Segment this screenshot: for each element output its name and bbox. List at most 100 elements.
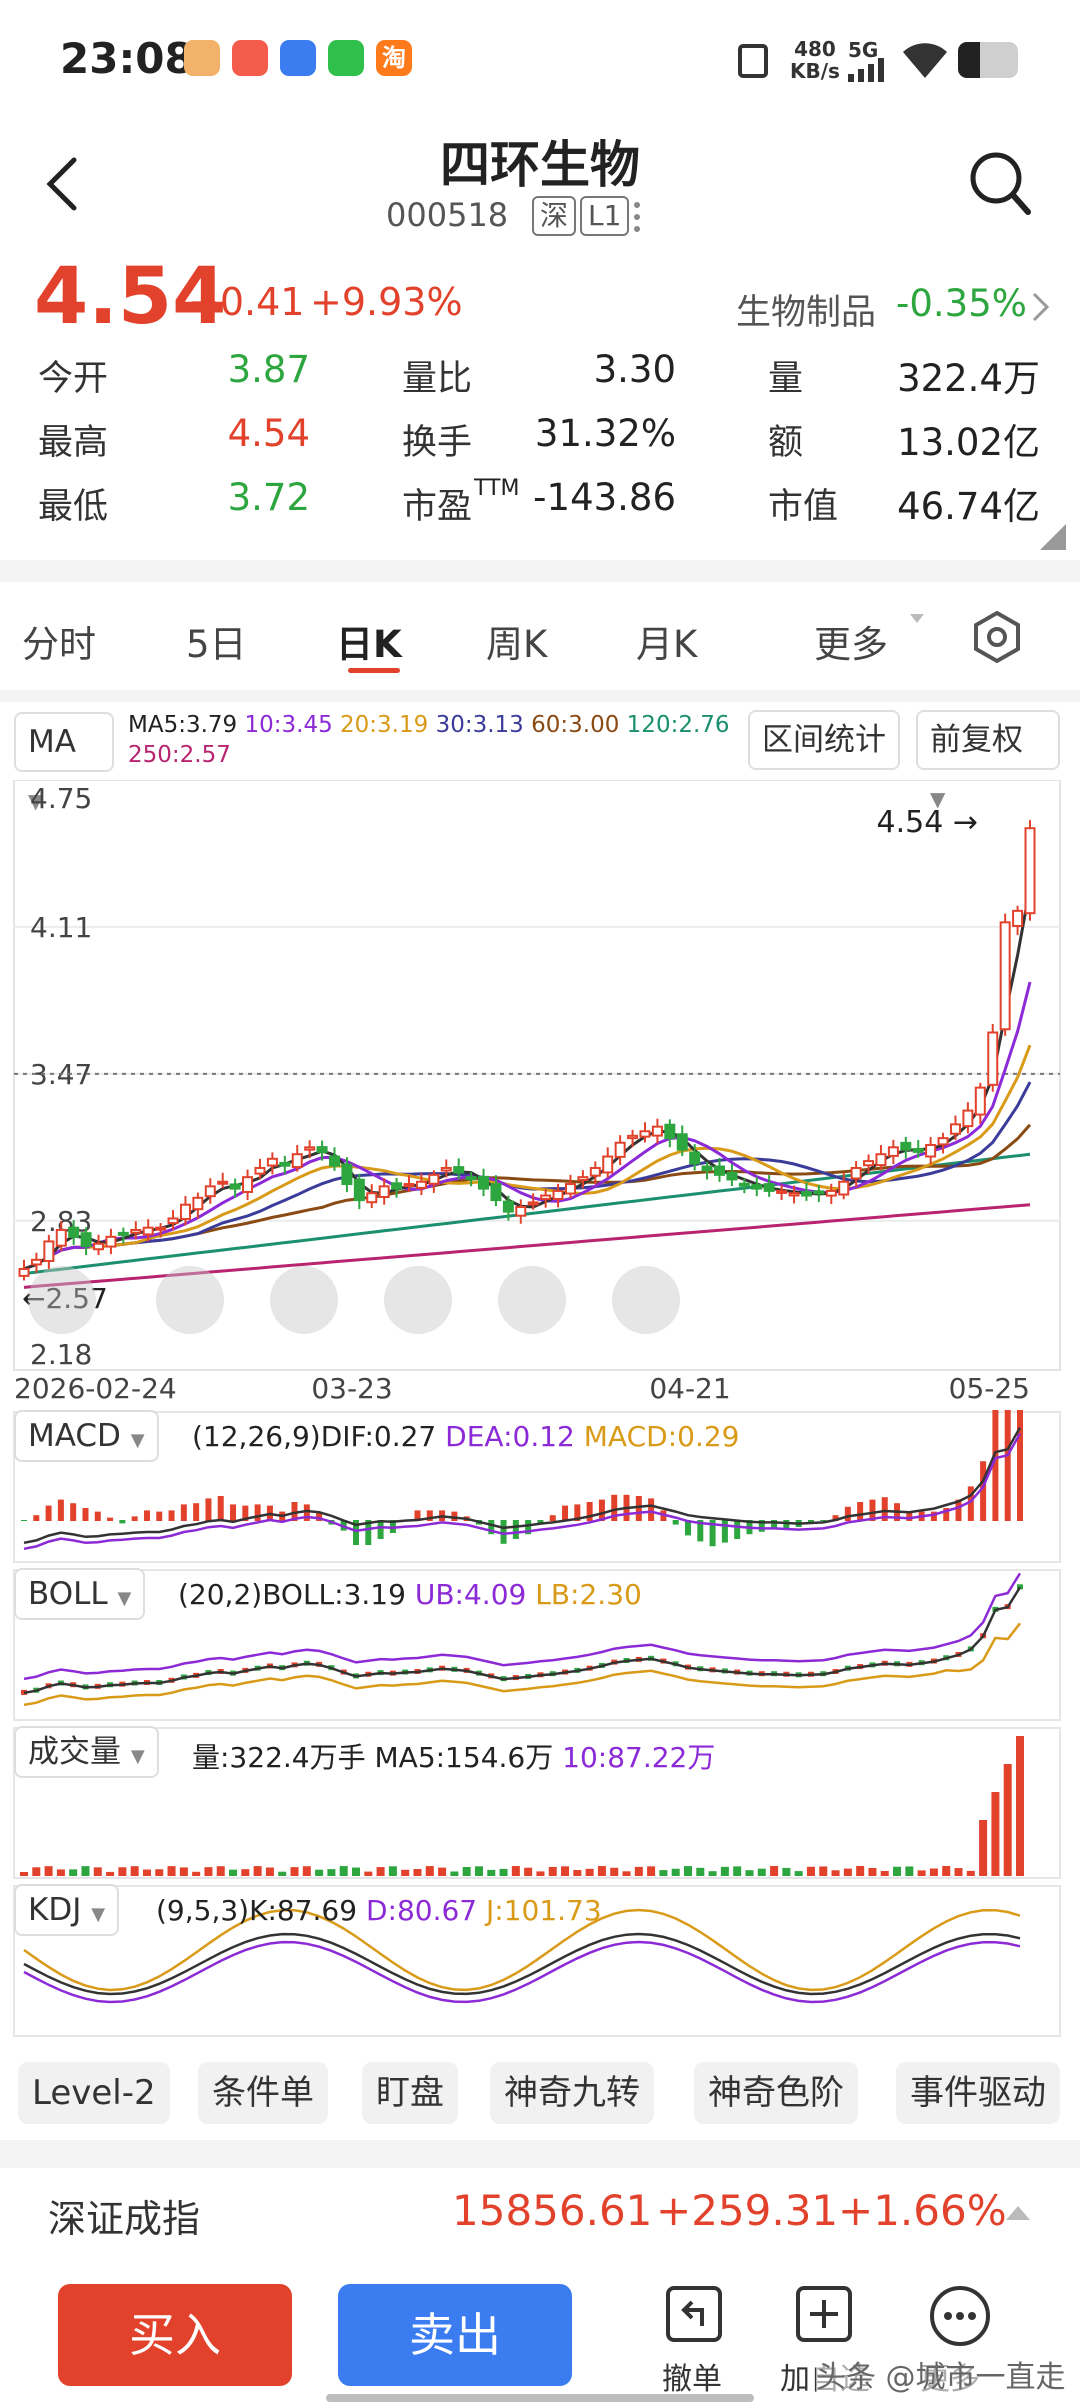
caret-down-icon: ▼ [91, 1904, 106, 1925]
macd-bar [734, 1520, 741, 1539]
candle-body [589, 1166, 601, 1177]
chart-control-button[interactable] [498, 1266, 566, 1334]
level-tag[interactable]: L1 [580, 196, 630, 236]
tab-3[interactable]: 周K [486, 623, 548, 666]
index-change-pct[interactable]: +1.66% [838, 2186, 1007, 2235]
tool-chip-4[interactable]: 神奇色阶 [694, 2062, 858, 2124]
tool-chip-3[interactable]: 神奇九转 [490, 2062, 654, 2124]
macd-bar [820, 1520, 827, 1521]
ma10-line [23, 981, 1032, 1271]
index-value[interactable]: 15856.61 [452, 2186, 653, 2235]
macd-selector[interactable]: MACD ▼ [14, 1410, 159, 1462]
tool-chip-2[interactable]: 盯盘 [362, 2062, 458, 2124]
boll-lb: LB:2.30 [535, 1578, 642, 1611]
macd-panel[interactable] [0, 1410, 1080, 1566]
candle-body [117, 1231, 129, 1236]
chart-control-button[interactable] [270, 1266, 338, 1334]
tool-chip-0[interactable]: Level-2 [18, 2062, 170, 2124]
volume-value: 量:322.4万手 [192, 1741, 366, 1774]
adjust-selector[interactable]: 前复权 ▼ [916, 710, 1060, 811]
tool-chip-1[interactable]: 条件单 [198, 2062, 328, 2124]
more-icon[interactable] [928, 2284, 992, 2348]
volume-ma10: 10:87.22万 [562, 1741, 716, 1774]
volume-bar [32, 1867, 41, 1876]
chart-control-button[interactable] [612, 1266, 680, 1334]
range-stats-button[interactable]: 区间统计 [748, 710, 900, 770]
volume-ma5: MA5:154.6万 [374, 1741, 554, 1774]
macd-bar [143, 1510, 150, 1521]
macd-bar [193, 1503, 200, 1521]
back-icon[interactable] [42, 156, 82, 212]
tab-2[interactable]: 日K [336, 623, 402, 666]
boll-selector[interactable]: BOLL ▼ [14, 1568, 146, 1620]
macd-bar [721, 1520, 728, 1543]
tab-4[interactable]: 月K [636, 623, 698, 666]
chart-control-button[interactable] [28, 1266, 96, 1334]
macd-bar [980, 1461, 987, 1521]
home-indicator[interactable] [326, 2394, 754, 2402]
volume-bar [425, 1866, 434, 1876]
macd-bar [500, 1520, 507, 1544]
volume-bar [290, 1867, 299, 1876]
tab-1[interactable]: 5日 [186, 623, 247, 666]
more-dots-icon[interactable] [632, 200, 642, 234]
cancel-order-icon[interactable] [666, 2286, 722, 2342]
volume-bar [610, 1867, 619, 1876]
tab-0[interactable]: 分时 [22, 623, 96, 666]
macd-bar [992, 1410, 999, 1521]
candle-body [825, 1189, 837, 1197]
index-name[interactable]: 深证成指 [48, 2197, 201, 2241]
volume-bar [548, 1866, 557, 1876]
macd-bar [488, 1520, 495, 1535]
caret-up-icon[interactable] [1004, 2202, 1032, 2222]
volume-bar [204, 1867, 213, 1876]
macd-bar [844, 1506, 851, 1521]
volume-bar [69, 1869, 78, 1876]
macd-bar [353, 1520, 359, 1545]
macd-selector-label: MACD [28, 1418, 121, 1454]
expand-corner-icon[interactable] [1040, 524, 1066, 550]
macd-bar [45, 1505, 52, 1521]
kdj-panel[interactable] [0, 1884, 1080, 2044]
candle-body [328, 1155, 340, 1167]
volume-bar [339, 1866, 348, 1876]
search-icon[interactable] [968, 150, 1032, 218]
volume-values: 量:322.4万手 MA5:154.6万 10:87.22万 [192, 1736, 715, 1776]
macd-bar [598, 1499, 605, 1521]
buy-button[interactable]: 买入 [58, 2284, 292, 2386]
volume-panel[interactable] [0, 1726, 1080, 1882]
candle-body [490, 1183, 502, 1202]
candle-body [179, 1203, 191, 1220]
volume-bar [929, 1868, 938, 1876]
candle-body [55, 1228, 67, 1247]
candle-body [167, 1217, 179, 1225]
chart-control-button[interactable] [384, 1266, 452, 1334]
cancel-order-label[interactable]: 撤单 [662, 2362, 722, 2397]
stat-value: 3.72 [227, 476, 310, 519]
boll-panel[interactable] [0, 1568, 1080, 1724]
app-notification-icon [232, 40, 268, 76]
macd-macd: MACD:0.29 [583, 1420, 740, 1453]
candle-body [440, 1166, 452, 1172]
chevron-right-icon[interactable] [1030, 290, 1052, 324]
volume-bar [413, 1868, 422, 1876]
sector-name[interactable]: 生物制品 [736, 293, 877, 333]
chart-control-button[interactable] [156, 1266, 224, 1334]
sell-button[interactable]: 卖出 [338, 2284, 572, 2386]
volume-bar [352, 1867, 360, 1876]
ma-selector[interactable]: MA ▼ [14, 712, 114, 813]
ma-selector-label: MA [28, 724, 76, 760]
volume-selector[interactable]: 成交量 ▼ [14, 1726, 159, 1778]
stat-value: 322.4万 [897, 357, 1040, 400]
boll-candle [1017, 1584, 1023, 1590]
index-change[interactable]: +259.31 [656, 2186, 839, 2235]
tool-chip-5[interactable]: 事件驱动 [896, 2062, 1060, 2124]
sector-change[interactable]: -0.35% [896, 282, 1027, 325]
settings-hexagon-icon[interactable] [970, 610, 1024, 664]
kdj-selector[interactable]: KDJ ▼ [14, 1884, 120, 1936]
app-notification-icon [280, 40, 316, 76]
add-watchlist-icon[interactable] [796, 2286, 852, 2342]
macd-bar [943, 1508, 950, 1521]
tab-5[interactable]: 更多 [814, 623, 888, 666]
